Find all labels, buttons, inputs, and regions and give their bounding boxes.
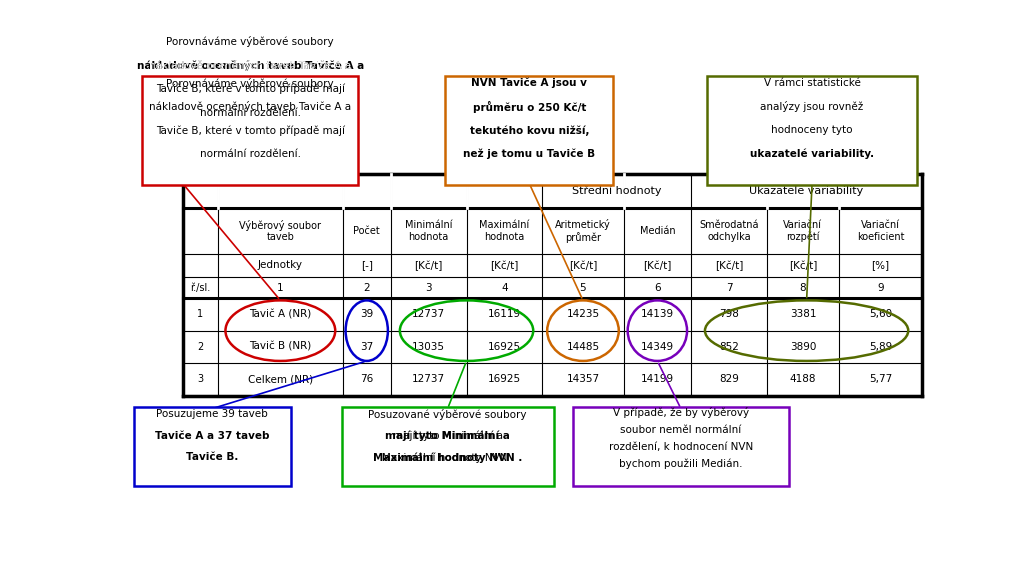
- Text: 1: 1: [198, 310, 204, 319]
- Text: nákladově oceněných taveb Taviče A a: nákladově oceněných taveb Taviče A a: [149, 60, 351, 71]
- Text: 16925: 16925: [488, 374, 521, 385]
- Text: 16925: 16925: [488, 342, 521, 352]
- Text: Minimální
hodnota: Minimální hodnota: [404, 221, 453, 242]
- Text: 12737: 12737: [412, 374, 446, 385]
- Text: Posuzované výběrové soubory: Posuzované výběrové soubory: [368, 408, 527, 420]
- Text: NVN Taviče A jsou v: NVN Taviče A jsou v: [471, 78, 588, 89]
- Text: Taviče B, které v tomto případě mají: Taviče B, které v tomto případě mají: [155, 125, 345, 136]
- Text: 3381: 3381: [789, 310, 816, 319]
- Text: Výběrový soubor
taveb: Výběrový soubor taveb: [240, 220, 321, 243]
- Text: 37: 37: [360, 342, 374, 352]
- Text: ř./sl.: ř./sl.: [190, 283, 211, 293]
- Text: [Kč/t]: [Kč/t]: [569, 260, 597, 271]
- Text: Aritmetický
průměr: Aritmetický průměr: [555, 219, 611, 243]
- Text: [Kč/t]: [Kč/t]: [715, 260, 743, 271]
- Text: 14349: 14349: [641, 342, 674, 352]
- Text: Tavič A (NR): Tavič A (NR): [249, 310, 312, 319]
- Text: 829: 829: [719, 374, 739, 385]
- Text: 16119: 16119: [488, 310, 521, 319]
- Text: soubor neměl normální: soubor neměl normální: [620, 425, 742, 435]
- Text: mají tyto Minimální a: mají tyto Minimální a: [385, 430, 510, 441]
- FancyBboxPatch shape: [342, 407, 554, 486]
- Text: Počet: Počet: [353, 226, 380, 236]
- Text: bychom použili Medián.: bychom použili Medián.: [619, 458, 743, 469]
- Text: ukazatelé variability.: ukazatelé variability.: [750, 149, 874, 159]
- Text: 14139: 14139: [641, 310, 674, 319]
- Text: 1: 1: [277, 283, 284, 293]
- Text: normální rozdělení.: normální rozdělení.: [200, 108, 300, 118]
- Text: Porovnáváme výběrové soubory: Porovnáváme výběrové soubory: [167, 36, 334, 47]
- Text: Variační
rozpětí: Variační rozpětí: [783, 220, 822, 242]
- Text: Směrodatná
odchylka: Směrodatná odchylka: [700, 221, 758, 242]
- Text: rozdělení, k hodnocení NVN: rozdělení, k hodnocení NVN: [609, 442, 753, 452]
- Text: než je tomu u Taviče B: než je tomu u Taviče B: [463, 149, 596, 159]
- Text: 5,77: 5,77: [868, 374, 892, 385]
- Text: Maximální
hodnota: Maximální hodnota: [480, 221, 530, 242]
- Text: 39: 39: [360, 310, 374, 319]
- Text: [Kč/t]: [Kč/t]: [643, 260, 672, 271]
- Text: [Kč/t]: [Kč/t]: [788, 260, 817, 271]
- Text: Taviče A a 37 taveb: Taviče A a 37 taveb: [155, 431, 270, 440]
- Text: V případě, že by výběrový: V případě, že by výběrový: [613, 407, 749, 418]
- Text: Celkem (NR): Celkem (NR): [248, 374, 313, 385]
- Text: tekutého kovu nižší,: tekutého kovu nižší,: [469, 125, 590, 136]
- Text: 14485: 14485: [566, 342, 600, 352]
- FancyBboxPatch shape: [142, 76, 358, 185]
- Text: nákladově oceněných taveb Taviče A a: nákladově oceněných taveb Taviče A a: [137, 60, 364, 71]
- Text: 2: 2: [198, 342, 204, 352]
- Text: 12737: 12737: [412, 310, 446, 319]
- Text: Střední hodnoty: Střední hodnoty: [572, 186, 662, 196]
- Text: Tavič B (NR): Tavič B (NR): [249, 342, 312, 352]
- Text: hodnoceny tyto: hodnoceny tyto: [772, 125, 853, 135]
- Text: [-]: [-]: [361, 261, 372, 271]
- Text: Ukazatele variability: Ukazatele variability: [749, 186, 863, 196]
- Text: 3: 3: [425, 283, 432, 293]
- Text: 5,89: 5,89: [868, 342, 892, 352]
- Text: 852: 852: [719, 342, 739, 352]
- Text: 7: 7: [725, 283, 733, 293]
- Text: Medián: Medián: [640, 226, 675, 236]
- Text: 13035: 13035: [413, 342, 446, 352]
- Text: 8: 8: [800, 283, 806, 293]
- Text: Maximální hodnoty NVN .: Maximální hodnoty NVN .: [382, 452, 513, 462]
- Text: 2: 2: [363, 283, 370, 293]
- Text: Taviče B.: Taviče B.: [186, 452, 239, 462]
- FancyBboxPatch shape: [707, 76, 917, 185]
- Text: 3890: 3890: [789, 342, 816, 352]
- Text: 798: 798: [719, 310, 739, 319]
- Text: [Kč/t]: [Kč/t]: [415, 260, 442, 271]
- Text: 14235: 14235: [566, 310, 600, 319]
- Text: 14357: 14357: [566, 374, 600, 385]
- Text: nákladově oceněných taveb Taviče A a: nákladově oceněných taveb Taviče A a: [137, 102, 364, 112]
- Text: průměru o 250 Kč/t: průměru o 250 Kč/t: [472, 101, 587, 113]
- Text: 5: 5: [579, 283, 587, 293]
- Text: 3: 3: [198, 374, 204, 385]
- Text: Taviče B, které v tomto případě mají: Taviče B, které v tomto případě mají: [155, 84, 345, 94]
- Text: 14199: 14199: [641, 374, 674, 385]
- Text: [%]: [%]: [872, 261, 890, 271]
- Text: normální rozdělení.: normální rozdělení.: [200, 149, 300, 159]
- Text: 76: 76: [360, 374, 374, 385]
- Text: 4: 4: [501, 283, 507, 293]
- Text: analýzy jsou rovněž: analýzy jsou rovněž: [760, 102, 863, 112]
- FancyBboxPatch shape: [573, 407, 789, 486]
- Text: 4188: 4188: [789, 374, 816, 385]
- Text: Posuzujeme 39 taveb: Posuzujeme 39 taveb: [156, 409, 269, 419]
- Text: V rámci statistické: V rámci statistické: [764, 78, 860, 88]
- Text: 5,60: 5,60: [868, 310, 892, 319]
- FancyBboxPatch shape: [134, 407, 290, 486]
- Text: 9: 9: [877, 283, 884, 293]
- Text: Maximální hodnoty NVN .: Maximální hodnoty NVN .: [372, 452, 523, 462]
- FancyBboxPatch shape: [446, 76, 613, 185]
- Text: Jednotky: Jednotky: [258, 261, 303, 271]
- Text: mají tyto Minimální a: mají tyto Minimální a: [393, 430, 502, 441]
- Text: 6: 6: [654, 283, 661, 293]
- Text: nákladově oceněných taveb Taviče A a: nákladově oceněných taveb Taviče A a: [149, 102, 351, 112]
- Text: [Kč/t]: [Kč/t]: [490, 260, 519, 271]
- Text: Porovnáváme výběrové soubory: Porovnáváme výběrové soubory: [167, 78, 334, 89]
- Text: Variační
koeficient: Variační koeficient: [857, 221, 904, 242]
- Text: nákladově oceněných taveb Taviče A a: nákladově oceněných taveb Taviče A a: [149, 60, 351, 71]
